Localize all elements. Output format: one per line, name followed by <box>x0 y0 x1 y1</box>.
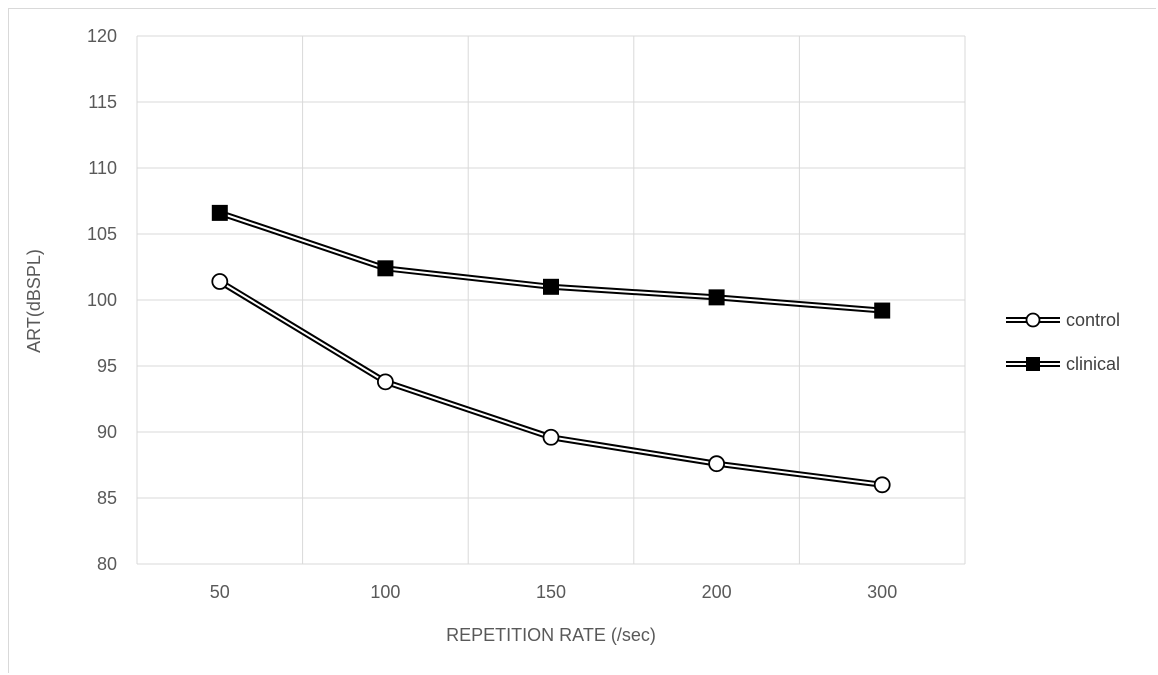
y-tick-label: 110 <box>88 158 117 178</box>
legend-label-clinical: clinical <box>1066 354 1120 374</box>
y-axis-title: ART(dBSPL) <box>24 249 44 353</box>
legend-marker-clinical <box>1026 357 1040 371</box>
series-clinical-line-inner <box>219 211 883 312</box>
data-point-control <box>376 373 394 391</box>
x-tick-label: 300 <box>867 582 897 602</box>
data-point-clinical <box>543 278 559 295</box>
y-tick-label: 90 <box>97 422 117 442</box>
series-group <box>211 204 891 494</box>
data-point-control <box>542 428 560 446</box>
gridlines <box>136 35 966 565</box>
series-clinical-line-outer <box>218 210 883 314</box>
legend-item-control: control <box>1006 310 1120 330</box>
series-control-line-outer <box>218 278 883 488</box>
y-tick-label: 85 <box>97 488 117 508</box>
x-tick-label: 100 <box>370 582 400 602</box>
x-tick-label: 150 <box>536 582 566 602</box>
data-point-clinical <box>708 289 725 306</box>
series-control-line-inner <box>219 280 883 486</box>
chart-frame <box>8 8 1156 673</box>
series-control <box>211 273 891 494</box>
y-tick-label: 105 <box>87 224 117 244</box>
y-tick-label: 120 <box>87 26 117 46</box>
x-axis-title: REPETITION RATE (/sec) <box>446 625 656 645</box>
legend-label-control: control <box>1066 310 1120 330</box>
data-point-clinical <box>377 260 394 277</box>
data-point-control <box>211 273 229 290</box>
x-tick-label: 200 <box>702 582 732 602</box>
data-point-clinical <box>211 204 228 221</box>
legend: control clinical <box>1006 310 1120 374</box>
y-tick-label: 115 <box>88 92 117 112</box>
y-tick-label: 100 <box>87 290 117 310</box>
legend-marker-control <box>1025 312 1041 328</box>
data-point-control <box>873 476 891 494</box>
data-point-clinical <box>874 302 891 319</box>
legend-item-clinical: clinical <box>1006 354 1120 374</box>
y-tick-label: 80 <box>97 554 117 574</box>
x-tick-label: 50 <box>210 582 230 602</box>
x-axis-ticks: 50 100 150 200 300 <box>210 582 897 602</box>
y-tick-label: 95 <box>97 356 117 376</box>
data-point-control <box>708 455 725 473</box>
series-clinical <box>211 204 891 319</box>
y-axis-ticks: 80 85 90 95 100 105 110 115 120 <box>87 26 117 574</box>
